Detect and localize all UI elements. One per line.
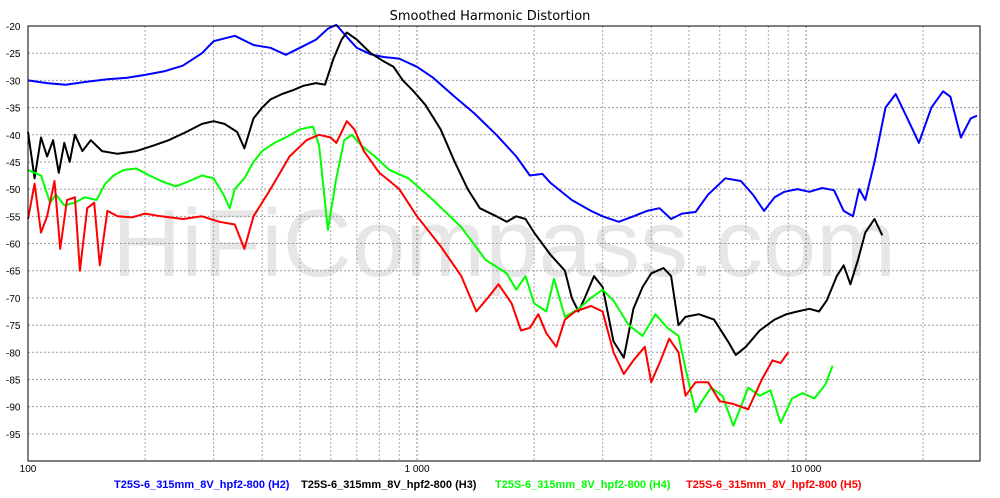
y-tick-label: -25 (6, 49, 21, 60)
x-tick-label: 1 000 (405, 464, 430, 475)
y-tick-label: -95 (6, 430, 21, 441)
grid (28, 25, 980, 461)
y-tick-label: -40 (6, 131, 21, 142)
y-tick-label: -80 (6, 348, 21, 359)
series-lines (27, 23, 978, 427)
chart-title: Smoothed Harmonic Distortion (390, 9, 591, 24)
y-tick-label: -45 (6, 158, 21, 169)
y-tick-label: -70 (6, 294, 21, 305)
y-tick-label: -85 (6, 375, 21, 386)
legend-entry: T25S-6_315mm_8V_hpf2-800 (H3) (301, 479, 477, 491)
y-tick-label: -30 (6, 76, 21, 87)
y-tick-label: -35 (6, 104, 21, 115)
x-axis-ticks: 100 1 000 10 000 (20, 464, 822, 475)
series-line (27, 23, 978, 223)
y-tick-label: -75 (6, 321, 21, 332)
plot-frame (27, 25, 981, 462)
y-tick-label: -65 (6, 267, 21, 278)
y-tick-label: -20 (6, 22, 21, 33)
y-tick-label: -90 (6, 403, 21, 414)
y-tick-label: -60 (6, 240, 21, 251)
x-tick-label: 10 000 (791, 464, 822, 475)
series-line (27, 31, 884, 359)
legend-entry: T25S-6_315mm_8V_hpf2-800 (H5) (686, 479, 862, 491)
y-tick-label: -55 (6, 212, 21, 223)
series-line (27, 120, 790, 411)
y-tick-label: -50 (6, 185, 21, 196)
x-tick-label: 100 (20, 464, 37, 475)
y-axis-ticks: -20 -25 -30 -35 -40 -45 -50 -55 -60 -65 -70 -75 -80 -… (6, 22, 21, 441)
legend: T25S-6_315mm_8V_hpf2-800 (H2) T25S-6_315m… (114, 479, 862, 491)
legend-entry: T25S-6_315mm_8V_hpf2-800 (H2) (114, 479, 290, 491)
legend-entry: T25S-6_315mm_8V_hpf2-800 (H4) (495, 479, 671, 491)
